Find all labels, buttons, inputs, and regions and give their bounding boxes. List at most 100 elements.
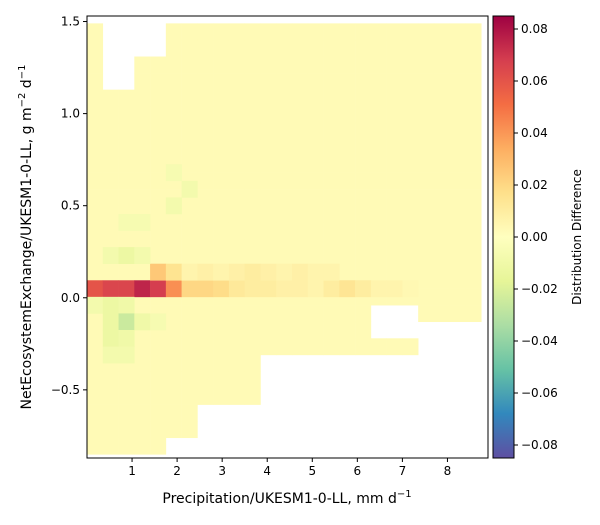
heatmap-cell bbox=[118, 280, 135, 298]
heatmap-cell bbox=[260, 73, 277, 90]
heatmap-cell bbox=[118, 404, 135, 422]
heatmap-cell bbox=[433, 305, 451, 323]
colorbar-tick-label: 0.00 bbox=[521, 230, 548, 244]
y-tick-label: 1.5 bbox=[61, 15, 80, 29]
heatmap-cell bbox=[433, 189, 451, 206]
heatmap-cell bbox=[307, 139, 324, 157]
heatmap-cell bbox=[323, 238, 340, 256]
heatmap-cell bbox=[292, 172, 309, 190]
heatmap-cell bbox=[260, 305, 277, 323]
heatmap-cell bbox=[323, 189, 340, 206]
heatmap-cell bbox=[449, 255, 466, 273]
heatmap-cell bbox=[165, 89, 182, 107]
heatmap-cell bbox=[213, 106, 230, 124]
heatmap-cell bbox=[244, 371, 261, 389]
heatmap-cell bbox=[386, 23, 403, 41]
heatmap-cell bbox=[134, 313, 151, 331]
heatmap-cell bbox=[197, 106, 214, 124]
heatmap-cell bbox=[418, 255, 435, 273]
heatmap-cell bbox=[355, 255, 372, 273]
heatmap-cell bbox=[213, 23, 230, 41]
heatmap-cell bbox=[197, 205, 214, 223]
heatmap-cell bbox=[402, 280, 419, 298]
heatmap-cell bbox=[355, 205, 372, 223]
heatmap-cell bbox=[260, 23, 277, 41]
heatmap-cell bbox=[102, 106, 119, 124]
heatmap-cell bbox=[307, 338, 324, 356]
heatmap-cell bbox=[118, 346, 135, 364]
heatmap-cell bbox=[292, 39, 309, 57]
colorbar-label: Distribution Difference bbox=[570, 169, 584, 305]
heatmap-cell bbox=[181, 305, 198, 323]
heatmap-cell bbox=[165, 305, 182, 323]
heatmap-cell bbox=[339, 222, 356, 240]
heatmap-cell bbox=[323, 321, 340, 339]
heatmap-cell bbox=[276, 263, 293, 281]
heatmap-cell bbox=[418, 222, 435, 240]
x-tick-label: 1 bbox=[128, 464, 136, 478]
heatmap-cell bbox=[355, 89, 372, 107]
heatmap-cell bbox=[307, 305, 324, 323]
heatmap-cell bbox=[118, 139, 135, 157]
heatmap-cell bbox=[134, 404, 151, 422]
heatmap-cell bbox=[228, 106, 245, 124]
heatmap-cell bbox=[465, 222, 482, 240]
heatmap-cell bbox=[244, 321, 261, 339]
heatmap-cell bbox=[165, 280, 182, 298]
heatmap-cell bbox=[181, 238, 198, 256]
heatmap-cell bbox=[87, 189, 104, 206]
heatmap-cell bbox=[244, 89, 261, 107]
heatmap-cell bbox=[465, 139, 482, 157]
heatmap-cell bbox=[370, 338, 387, 356]
heatmap-cell bbox=[355, 238, 372, 256]
heatmap-cell bbox=[433, 139, 451, 157]
heatmap-cell bbox=[197, 371, 214, 389]
heatmap-cell bbox=[386, 73, 403, 90]
heatmap-cell bbox=[323, 139, 340, 157]
heatmap-cell bbox=[181, 122, 198, 140]
heatmap-cell bbox=[323, 338, 340, 356]
heatmap-cell bbox=[165, 56, 182, 74]
heatmap-cell bbox=[87, 280, 104, 298]
heatmap-cell bbox=[260, 155, 277, 173]
heatmap-cell bbox=[102, 388, 119, 405]
heatmap-cell bbox=[370, 122, 387, 140]
heatmap-cell bbox=[134, 122, 151, 140]
heatmap-cell bbox=[165, 164, 182, 182]
heatmap-cell bbox=[465, 23, 482, 41]
heatmap-cell bbox=[134, 56, 151, 74]
heatmap-cell bbox=[118, 89, 135, 107]
heatmap-cell bbox=[197, 338, 214, 356]
heatmap-cell bbox=[87, 39, 104, 57]
heatmap-cell bbox=[228, 155, 245, 173]
heatmap-cell bbox=[228, 263, 245, 281]
heatmap-cell bbox=[197, 23, 214, 41]
heatmap-cell bbox=[307, 155, 324, 173]
heatmap-cell bbox=[292, 23, 309, 41]
heatmap-cell bbox=[150, 263, 167, 281]
heatmap-cell bbox=[87, 106, 104, 124]
heatmap-cell bbox=[355, 122, 372, 140]
heatmap-cell bbox=[449, 39, 466, 57]
heatmap-cell bbox=[228, 172, 245, 190]
heatmap-cell bbox=[228, 189, 245, 206]
heatmap-cell bbox=[197, 189, 214, 206]
heatmap-cell bbox=[260, 238, 277, 256]
heatmap-cell bbox=[402, 89, 419, 107]
heatmap-cell bbox=[134, 172, 151, 190]
heatmap-cell bbox=[244, 305, 261, 323]
heatmap-cell bbox=[228, 354, 245, 372]
heatmap-cell bbox=[260, 205, 277, 223]
heatmap-cell bbox=[449, 271, 466, 289]
heatmap-cell bbox=[87, 371, 104, 389]
heatmap-cell bbox=[244, 238, 261, 256]
heatmap-cell bbox=[260, 321, 277, 339]
heatmap-cell bbox=[244, 155, 261, 173]
heatmap-cell bbox=[197, 238, 214, 256]
heatmap-cell bbox=[449, 122, 466, 140]
heatmap-cell bbox=[292, 263, 309, 281]
heatmap-cell bbox=[102, 346, 119, 364]
heatmap-cell bbox=[402, 255, 419, 273]
heatmap-cell bbox=[386, 280, 403, 298]
